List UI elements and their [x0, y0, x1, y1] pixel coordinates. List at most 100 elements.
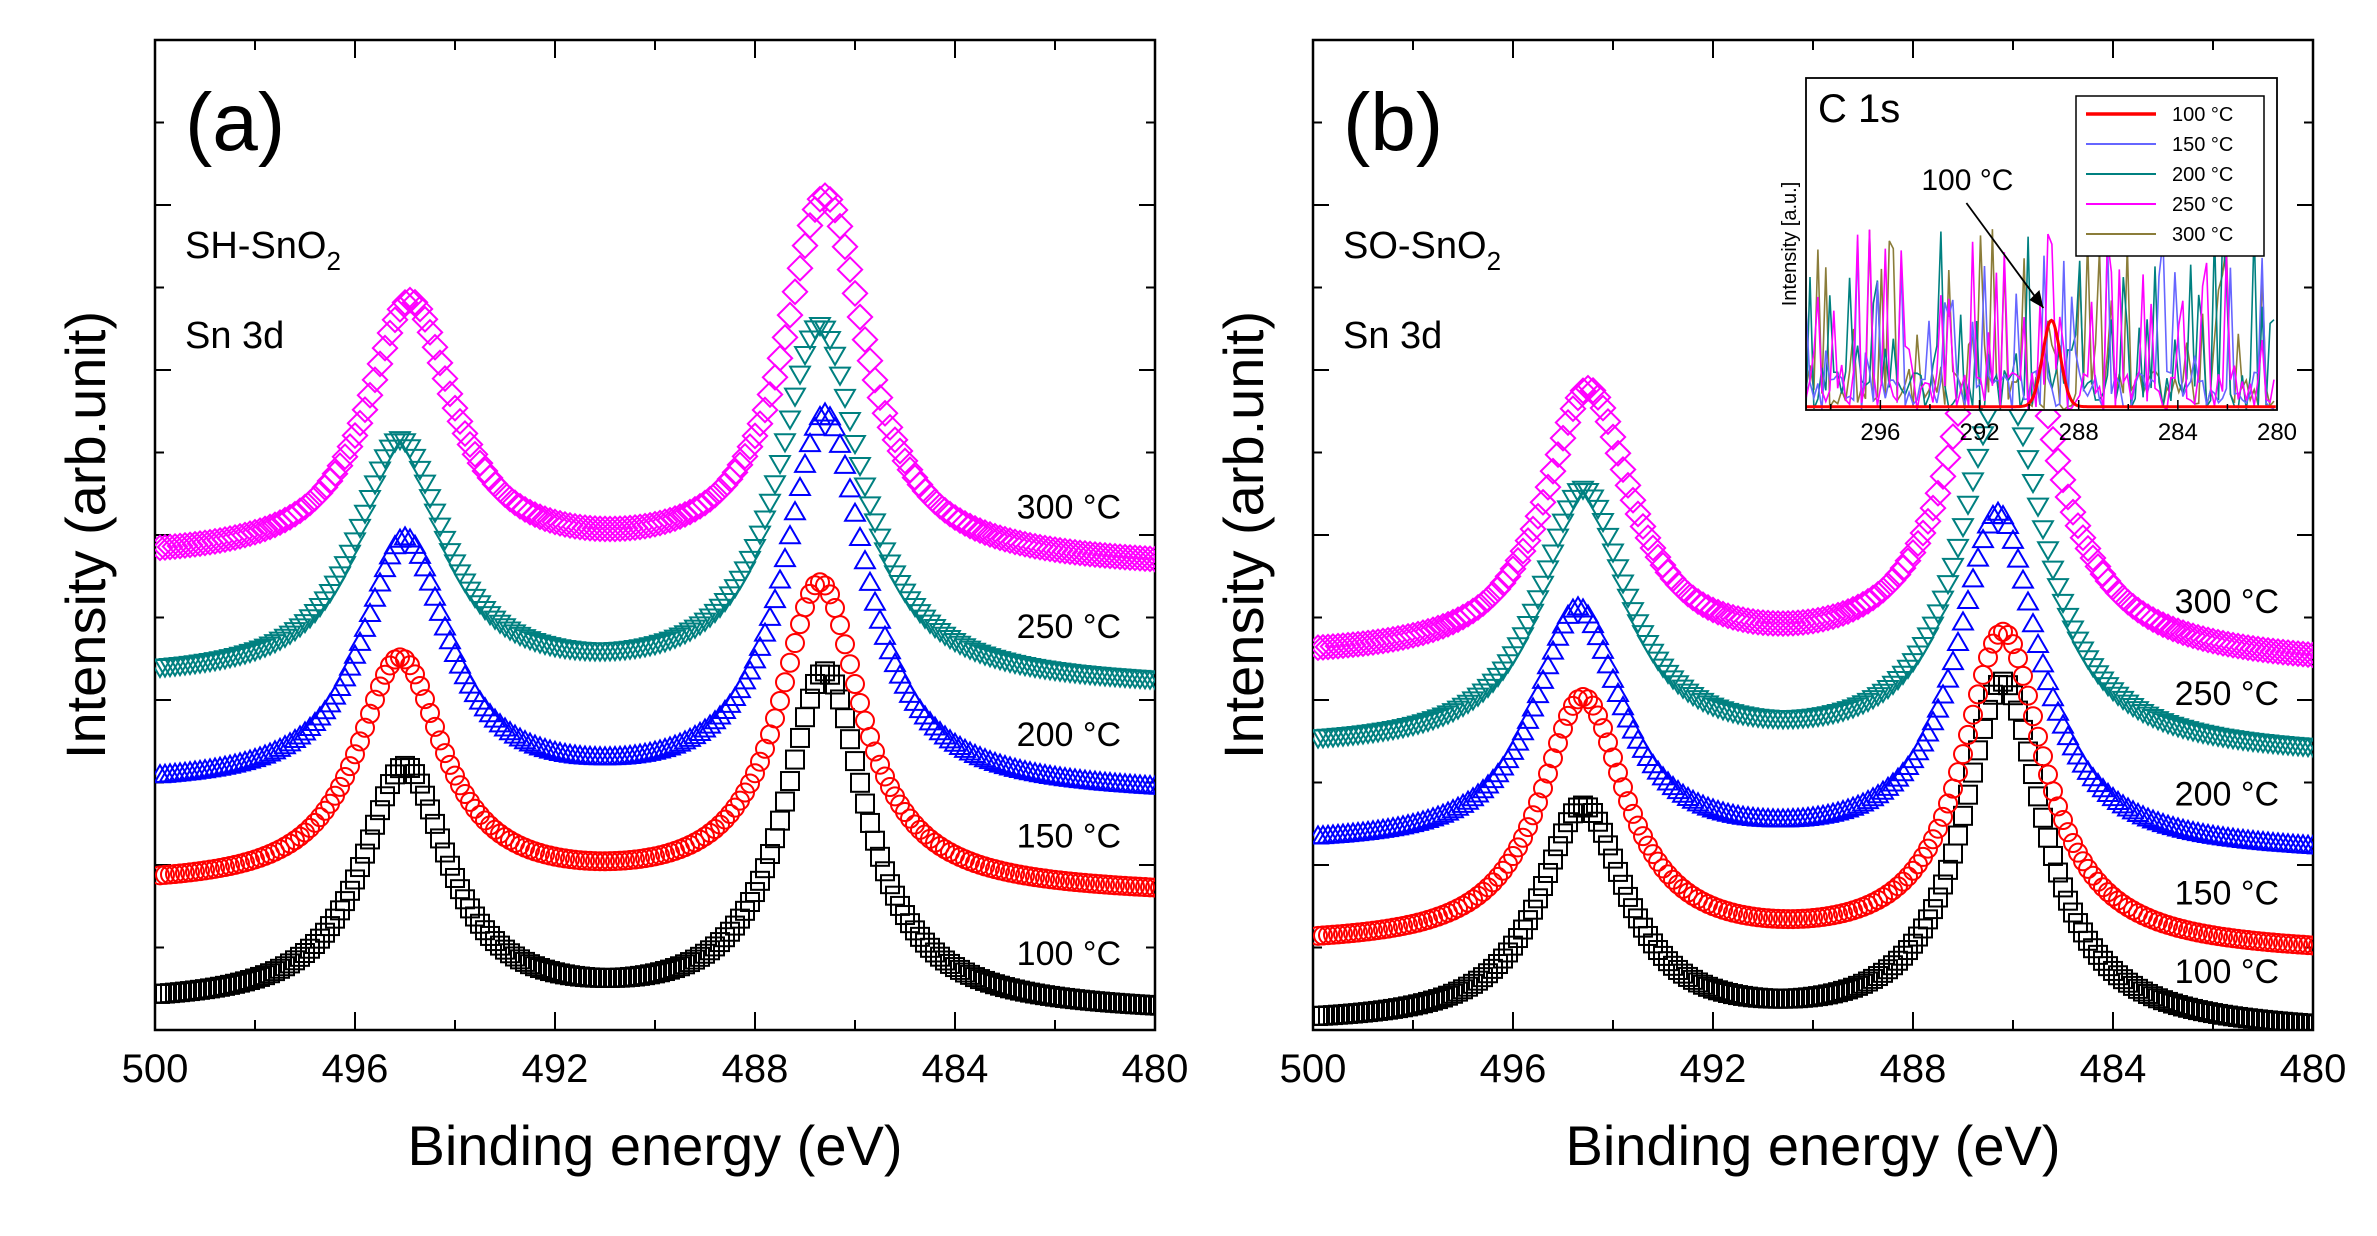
data-point	[1434, 610, 1462, 638]
data-point	[273, 734, 297, 755]
data-point	[590, 851, 610, 872]
data-point	[1891, 761, 1915, 782]
data-point	[1504, 546, 1532, 575]
data-point	[1493, 860, 1513, 881]
data-point	[363, 475, 387, 496]
data-point	[1783, 909, 1803, 930]
data-point	[1919, 494, 1947, 522]
data-point	[726, 451, 754, 479]
data-point	[1716, 702, 1740, 723]
data-point	[2053, 877, 2073, 898]
data-point	[1911, 731, 1935, 752]
inset-legend-box	[2075, 95, 2265, 257]
data-point	[395, 649, 415, 670]
data-point	[1431, 707, 1455, 728]
data-point	[2169, 619, 2197, 647]
data-point	[438, 543, 462, 564]
data-point	[518, 631, 542, 652]
data-point	[301, 484, 329, 512]
data-point	[1768, 908, 1788, 929]
sample-label: SO-SnO2	[1343, 225, 1501, 276]
data-point	[1778, 909, 1798, 930]
data-point	[2048, 862, 2068, 883]
data-point	[1611, 574, 1635, 595]
data-point	[248, 640, 272, 661]
data-point	[401, 288, 429, 316]
data-point	[958, 640, 982, 661]
data-point	[770, 810, 790, 831]
data-point	[338, 544, 362, 565]
data-point	[485, 819, 505, 840]
data-point	[1841, 699, 1865, 720]
data-point	[408, 460, 432, 482]
data-point	[355, 717, 375, 738]
legend-label-150: 150 °C	[2172, 134, 2233, 156]
data-point	[2179, 622, 2207, 650]
data-point	[930, 836, 950, 857]
data-point	[528, 735, 552, 756]
data-point	[2121, 799, 2145, 820]
inset-x-tick-label: 288	[2059, 419, 2099, 446]
data-point	[1646, 759, 1670, 780]
data-point	[658, 735, 682, 756]
data-point	[451, 419, 479, 448]
data-point	[706, 476, 734, 504]
data-point	[516, 498, 544, 526]
data-point	[503, 723, 527, 744]
data-point	[2199, 627, 2227, 655]
data-point	[1836, 797, 1860, 818]
data-point	[1628, 815, 1648, 836]
data-point	[878, 639, 902, 660]
data-point	[758, 605, 782, 626]
data-point	[1110, 875, 1130, 896]
data-point	[853, 549, 877, 570]
data-point	[435, 743, 455, 764]
data-point	[408, 543, 432, 564]
data-point	[416, 318, 444, 346]
data-point	[2061, 620, 2085, 641]
data-point	[2298, 935, 2313, 956]
data-point	[693, 612, 717, 633]
data-point	[1876, 680, 1900, 701]
data-point	[1013, 759, 1037, 780]
data-point	[483, 707, 507, 728]
data-point	[371, 334, 399, 362]
data-point	[1921, 616, 1945, 637]
data-point	[1886, 671, 1910, 692]
data-point	[1516, 616, 1540, 637]
data-point	[1143, 774, 1155, 795]
inset-region-label: C 1s	[1818, 87, 1900, 131]
annotation-arrow-line	[1965, 202, 2045, 309]
data-point	[303, 603, 327, 625]
series-diamond	[1313, 201, 2313, 669]
data-point	[161, 532, 189, 561]
data-point	[1593, 718, 1613, 739]
data-point	[1456, 789, 1480, 810]
data-point	[1716, 801, 1740, 822]
series-label-100: 100 °C	[1017, 935, 1121, 973]
data-point	[1483, 872, 1503, 893]
data-point	[856, 347, 884, 375]
data-point	[1456, 694, 1480, 715]
data-point	[341, 421, 369, 450]
data-point	[1978, 699, 1998, 720]
x-tick-label: 488	[722, 1047, 789, 1091]
data-point	[1651, 658, 1675, 679]
data-point	[1874, 571, 1902, 600]
data-point	[258, 636, 282, 657]
data-point	[2154, 613, 2182, 641]
data-point	[2118, 897, 2138, 918]
data-point	[2171, 719, 2195, 740]
data-point	[298, 715, 322, 737]
data-point	[1881, 771, 1905, 792]
data-point	[800, 688, 820, 709]
data-point	[1319, 632, 1347, 661]
inset-x-tick-label: 292	[1960, 419, 2000, 446]
data-point	[823, 346, 847, 367]
data-point	[1709, 600, 1737, 628]
data-point	[1696, 795, 1720, 816]
data-point	[2303, 935, 2313, 956]
data-point	[885, 885, 905, 906]
series-label-200: 200 °C	[1017, 716, 1121, 754]
